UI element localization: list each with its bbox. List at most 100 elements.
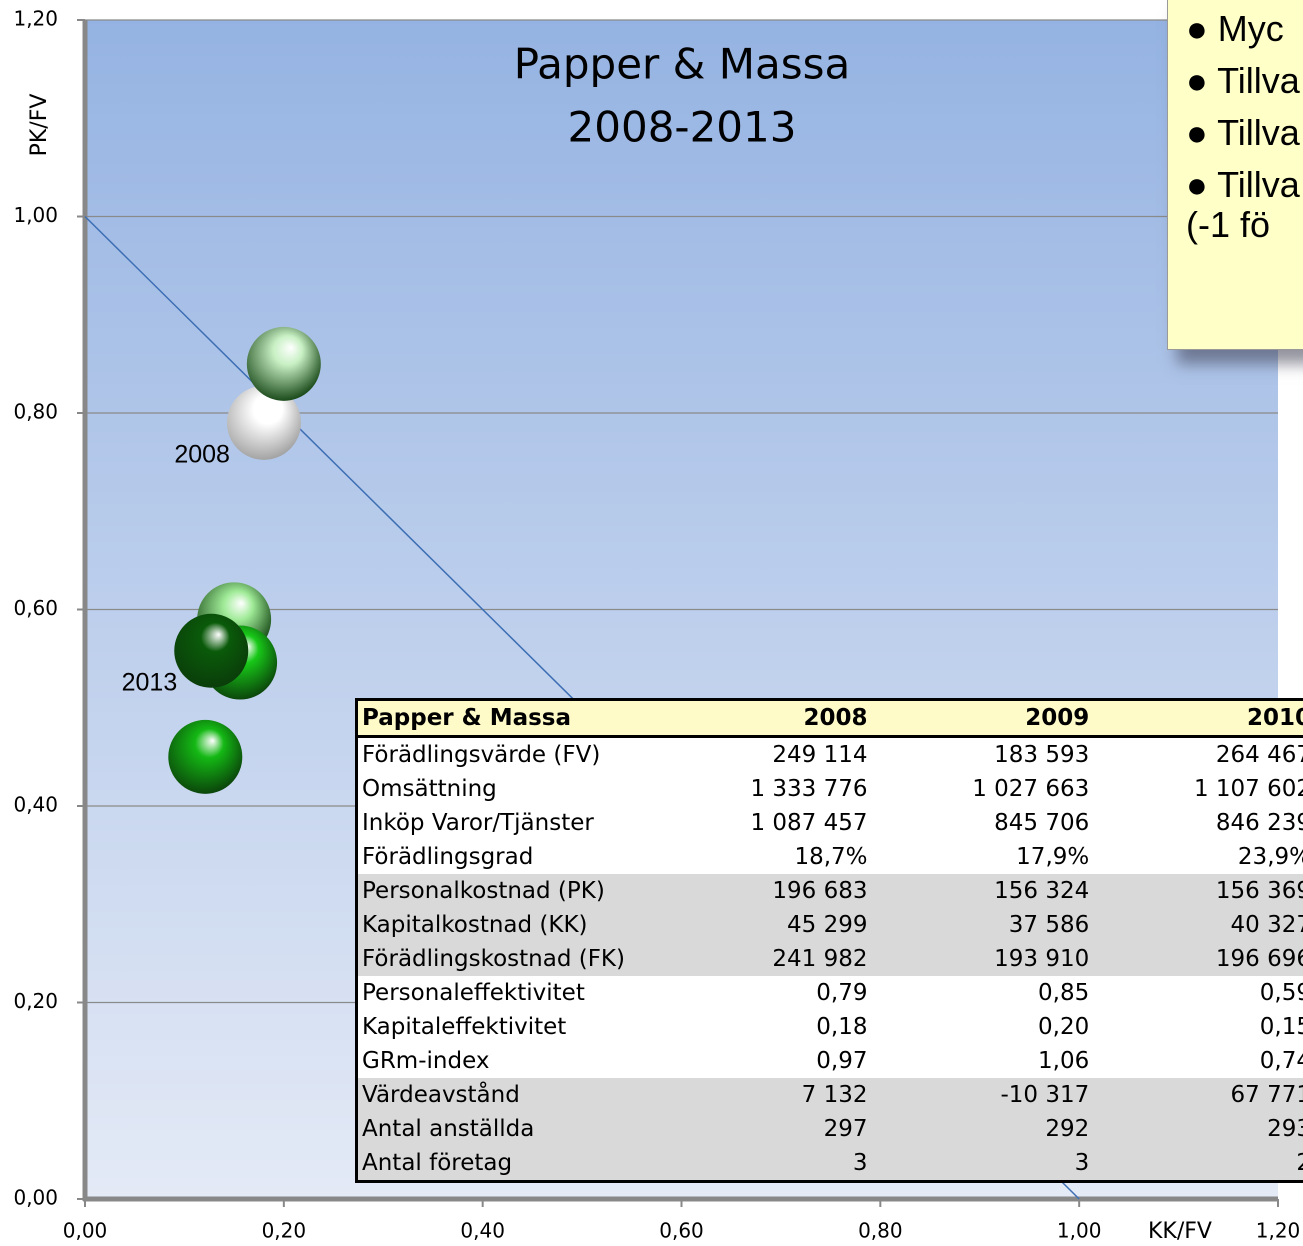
table-cell: 0,18 [816,1014,868,1040]
bubble [226,385,301,460]
table-cell: Personalkostnad (PK) [356,874,650,908]
header-cell: 2010 [1093,699,1303,738]
y-tick-label: 1,00 [13,203,58,227]
table-cell: Förädlingsgrad [362,844,534,870]
table-cell: 1 107 602 [1193,776,1303,802]
table-cell: 241 982 [649,942,872,976]
table-cell: -10 317 [871,1078,1094,1112]
table-cell: 196 696 [1093,942,1303,976]
callout: ● Myc ● Tillva ● Tillva ● Tillva (-1 fö [1167,0,1303,350]
x-tick-label: 0,80 [858,1219,903,1243]
callout-item: ● Tillva [1186,61,1303,101]
callout-item: ● Tillva (-1 fö [1186,165,1303,245]
table-cell: Personaleffektivitet [362,980,585,1006]
chart-subtitle: 2008-2013 [568,103,797,152]
table-cell: 0,15 [1259,1014,1303,1040]
table-cell: 845 706 [994,810,1090,836]
table-cell: Värdeavstånd [356,1078,650,1112]
table-cell: 40 327 [1093,908,1303,942]
table-cell: 37 586 [871,908,1094,942]
y-tick-label: 0,40 [13,793,58,817]
table-cell: Antal anställda [356,1112,650,1146]
annotation: 2013 [122,668,178,696]
table-cell: 0,79 [816,980,868,1006]
table-cell: 0,97 [816,1048,868,1074]
table-cell: Omsättning [362,776,497,802]
table-cell: 7 132 [649,1078,872,1112]
table-row: Förädlingsgrad 18,7% 17,9% 23,9% [357,840,1303,874]
table-cell: 1 333 776 [750,776,868,802]
table-cell: 293 [1093,1112,1303,1146]
table-cell: 3 [871,1146,1094,1182]
table-cell: 23,9% [1237,844,1303,870]
table-cell: 292 [871,1112,1094,1146]
table-cell: 0,20 [1038,1014,1090,1040]
x-tick-label: 0,20 [262,1219,307,1243]
table-row: Antal anställda297292293 [356,1112,1303,1146]
header-cell: Papper & Massa [356,699,650,738]
bubble [246,326,321,401]
callout-item: ● Tillva [1186,113,1303,153]
bullet: ● [1186,164,1218,205]
table-cell: 2 [1093,1146,1303,1182]
table-cell: 45 299 [649,908,872,942]
header-row: Papper & Massa 2008 2009 2010 [356,699,1303,738]
table-row: Personalkostnad (PK) 196 683 156 324 156 36… [356,874,1303,908]
table-cell: 0,74 [1259,1048,1303,1074]
table-cell: 264 467 [1215,742,1303,768]
table-row: Antal företag332 [356,1146,1303,1182]
table-row: Inköp Varor/Tjänster 1 087 457 845 706 846 … [357,806,1303,840]
chart-title: Papper & Massa [514,40,851,89]
table-row: Personaleffektivitet 0,79 0,85 0,59 [357,976,1303,1010]
bullet: ● [1186,112,1218,153]
y-axis-label: PK/FV [27,94,52,157]
y-tick-label: 0,00 [13,1186,58,1210]
bubble [174,613,249,688]
header-cell: 2008 [649,699,872,738]
table-cell: 183 593 [994,742,1090,768]
table-cell: 297 [649,1112,872,1146]
table-cell: 1 027 663 [972,776,1090,802]
callout-text: Myc [1217,8,1284,49]
data-table: Papper & Massa 2008 2009 2010 Förädlingsvärd… [355,698,1303,1183]
table-cell: Förädlingsvärde (FV) [362,742,601,768]
table-cell: 193 910 [871,942,1094,976]
table-row: Förädlingskostnad (FK) 241 982 193 910 196 … [356,942,1303,976]
table-cell: 196 683 [649,874,872,908]
table-cell: Kapitaleffektivitet [362,1014,567,1040]
bullet: ● [1186,60,1218,101]
table-cell: 17,9% [1016,844,1090,870]
x-tick-label: 0,60 [659,1219,704,1243]
y-tick-label: 0,60 [13,596,58,620]
x-tick-label: 0,00 [63,1219,108,1243]
table-cell: Kapitalkostnad (KK) [356,908,650,942]
table-cell: 1,06 [1038,1048,1090,1074]
x-tick-label: 1,20 [1256,1219,1301,1243]
table-row: Kapitaleffektivitet 0,18 0,20 0,15 [357,1010,1303,1044]
table-cell: 0,59 [1259,980,1303,1006]
callout-item: ● Myc [1186,9,1303,49]
table-row: Förädlingsvärde (FV) 249 114 183 593 264 46… [357,737,1303,773]
table-cell: Förädlingskostnad (FK) [356,942,650,976]
bullet: ● [1186,8,1218,49]
x-tick-label: 0,40 [460,1219,505,1243]
y-tick-label: 0,20 [13,989,58,1013]
table-cell: 1 087 457 [750,810,868,836]
table-cell: 156 369 [1093,874,1303,908]
header-cell: 2009 [871,699,1094,738]
table-cell: 67 771 [1093,1078,1303,1112]
table-row: Omsättning 1 333 776 1 027 663 1 107 602 [357,772,1303,806]
callout-text: Tillva [1217,60,1300,101]
annotation: 2008 [174,440,230,468]
table-cell: 846 239 [1215,810,1303,836]
y-tick-label: 1,20 [13,7,58,31]
table-cell: 156 324 [871,874,1094,908]
table-cell: 3 [649,1146,872,1182]
table-cell: 18,7% [794,844,868,870]
table-cell: Inköp Varor/Tjänster [362,810,594,836]
table-cell: 249 114 [772,742,868,768]
x-tick-label: 1,00 [1057,1219,1102,1243]
bubble [168,719,243,794]
table-row: Kapitalkostnad (KK) 45 299 37 586 40 327 [356,908,1303,942]
